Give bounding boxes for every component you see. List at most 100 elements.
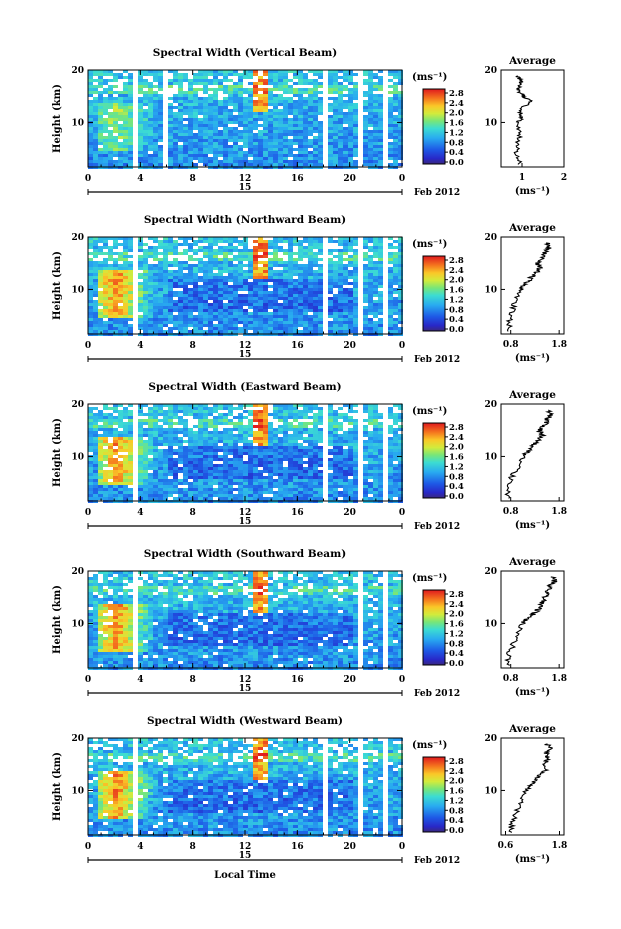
x-tick-label: 0 (399, 508, 405, 518)
colorbar-tick-label: 1.2 (449, 128, 464, 138)
colorbar-tick-label: 1.2 (449, 295, 464, 305)
x-tick-label: 12 (239, 842, 252, 852)
date-label: Feb 2012 (414, 522, 460, 532)
colorbar-tick-label: 2.4 (449, 600, 464, 610)
average-x-tick-label: 1.8 (551, 507, 567, 517)
colorbar-tick-label: 0.0 (449, 826, 464, 836)
average-x-tick-label: 1 (519, 173, 525, 183)
average-y-tick-label: 10 (484, 285, 497, 295)
colorbar-tick-label: 1.6 (449, 787, 464, 797)
colorbar-tick-label: 2.8 (449, 256, 464, 266)
average-x-tick-label: 1.8 (551, 340, 567, 350)
panel-1: Spectral Width (Vertical Beam)0 4 8 12 16 20 0… (52, 47, 567, 198)
average-y-tick-label: 10 (484, 786, 497, 796)
panel-title: Spectral Width (Northward Beam) (144, 214, 346, 226)
y-axis-label: Height (km) (52, 251, 63, 320)
colorbar-tick-label: 0.0 (449, 325, 464, 335)
average-y-tick-label: 20 (484, 734, 497, 744)
colorbar-tick-label: 0.0 (449, 492, 464, 502)
panel-title: Spectral Width (Vertical Beam) (153, 47, 337, 59)
average-x-tick-label: 0.8 (503, 507, 519, 517)
date-label: Feb 2012 (414, 355, 460, 365)
x-tick-label: 16 (291, 675, 304, 685)
colorbar-tick-label: 0.0 (449, 158, 464, 168)
average-frame (500, 236, 565, 335)
colorbar-tick-label: 2.0 (449, 777, 464, 787)
x-tick-label: 16 (291, 508, 304, 518)
panel-2: Spectral Width (Northward Beam) 0 4 8 12 16 20… (52, 214, 567, 365)
y-tick-label: 20 (71, 567, 84, 577)
x-tick-label: 16 (291, 842, 304, 852)
colorbar-tick-label: 0.8 (449, 138, 464, 148)
x-tick-label: 20 (343, 842, 356, 852)
panel-title: Spectral Width (Eastward Beam) (148, 381, 341, 393)
x-tick-label: 4 (137, 842, 143, 852)
colorbar: 2.82.42.01.61.20.80.40.0 (422, 756, 464, 836)
day-label: 15 (239, 183, 252, 193)
average-profile-line (505, 242, 552, 332)
average-y-tick-label: 10 (484, 118, 497, 128)
average-profile-line (508, 743, 553, 833)
day-label: 15 (239, 684, 252, 694)
x-tick-label: 0 (399, 174, 405, 184)
average-title: Average (508, 222, 556, 234)
x-tick-label: 4 (137, 341, 143, 351)
panel-4: Spectral Width (Southward Beam) 0 4 8 12 16 20… (52, 548, 567, 699)
date-label: Feb 2012 (414, 856, 460, 866)
average-profile-panel: Average 10 20 0.6 1.8(ms⁻¹) (484, 723, 567, 865)
x-tick-label: 0 (85, 508, 91, 518)
x-tick-label: 8 (190, 341, 196, 351)
colorbar-tick-label: 2.0 (449, 276, 464, 286)
colorbar-tick-label: 2.8 (449, 590, 464, 600)
x-tick-label: 12 (239, 508, 252, 518)
y-axis-label: Height (km) (52, 84, 63, 153)
y-tick-label: 10 (71, 118, 84, 128)
average-x-axis-label: (ms⁻¹) (515, 520, 550, 531)
average-profile-panel: Average 10 20 1 2 (ms⁻¹) (484, 55, 567, 197)
x-tick-label: 12 (239, 174, 252, 184)
x-tick-label: 8 (190, 675, 196, 685)
colorbar-tick-label: 0.4 (449, 816, 464, 826)
colorbar-tick-label: 1.6 (449, 119, 464, 129)
colorbar-unit: (ms⁻¹) (412, 740, 447, 751)
colorbar-tick-label: 2.4 (449, 433, 464, 443)
x-tick-label: 8 (190, 842, 196, 852)
average-x-tick-label: 0.8 (503, 674, 519, 684)
x-tick-label: 4 (137, 508, 143, 518)
colorbar-tick-label: 2.0 (449, 443, 464, 453)
x-tick-label: 12 (239, 341, 252, 351)
colorbar-tick-label: 2.8 (449, 757, 464, 767)
x-tick-label: 0 (85, 174, 91, 184)
day-label: 15 (239, 517, 252, 527)
average-y-tick-label: 10 (484, 619, 497, 629)
panel-3: Spectral Width (Eastward Beam) 0 4 8 12 16 20 0… (52, 381, 567, 532)
average-x-tick-label: 0.6 (498, 841, 514, 851)
heatmap-cells (88, 404, 403, 503)
y-tick-label: 20 (71, 734, 84, 744)
x-tick-label: 16 (291, 341, 304, 351)
colorbar-tick-label: 2.4 (449, 266, 464, 276)
average-x-tick-label: 1.8 (552, 841, 568, 851)
x-tick-label: 12 (239, 675, 252, 685)
average-x-axis-label: (ms⁻¹) (515, 353, 550, 364)
average-profile-line (504, 576, 558, 666)
average-frame (500, 69, 565, 168)
average-frame (500, 403, 565, 502)
colorbar: 2.82.42.01.61.20.80.40.0 (422, 255, 464, 335)
x-tick-label: 20 (343, 174, 356, 184)
average-x-axis-label: (ms⁻¹) (515, 186, 550, 197)
x-tick-label: 0 (399, 341, 405, 351)
average-title: Average (508, 723, 556, 735)
heatmap-cells (88, 571, 403, 670)
day-label: 15 (239, 851, 252, 861)
y-tick-label: 20 (71, 66, 84, 76)
average-x-axis-label: (ms⁻¹) (515, 854, 550, 865)
heatmap-cells (88, 237, 403, 336)
average-title: Average (508, 55, 556, 67)
colorbar-tick-label: 1.2 (449, 629, 464, 639)
average-y-tick-label: 20 (484, 66, 497, 76)
average-frame (500, 737, 565, 836)
average-profile-line (513, 75, 533, 165)
colorbar-tick-label: 1.6 (449, 620, 464, 630)
